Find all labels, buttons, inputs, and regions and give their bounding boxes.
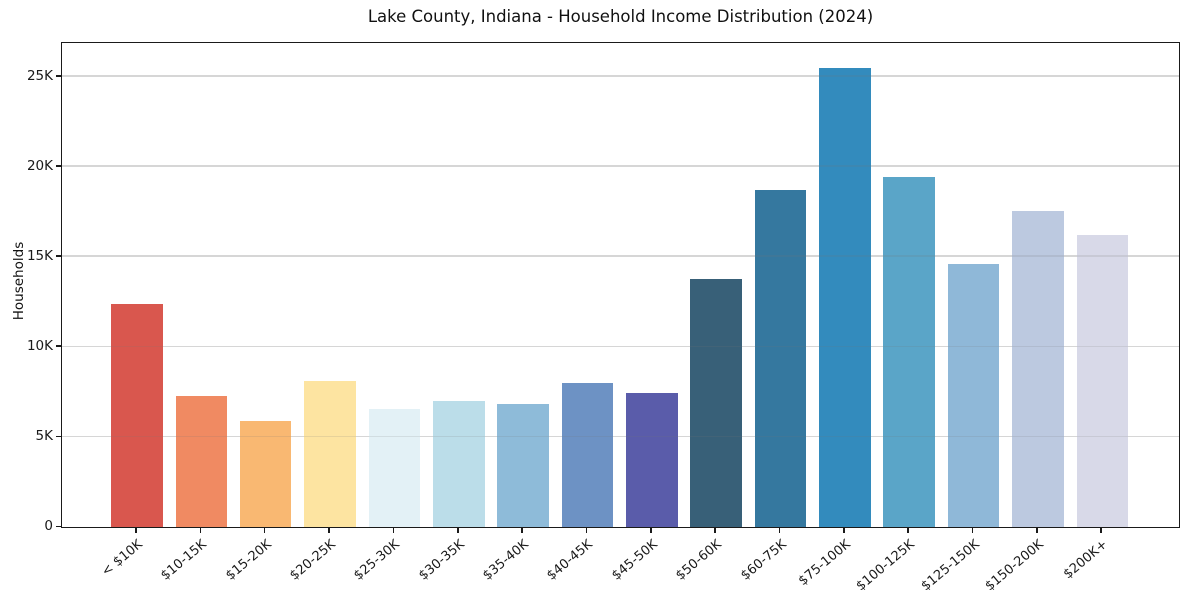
x-tick-mark-$150-200K xyxy=(1036,528,1038,533)
y-tick-label-0: 0 xyxy=(44,518,53,535)
y-tick-label-25K: 25K xyxy=(26,68,53,85)
x-tick-mark-< $10K xyxy=(135,528,137,533)
gridline-25K xyxy=(62,75,1179,77)
x-tick-mark-$200K+ xyxy=(1100,528,1103,533)
bar-$75-100K xyxy=(819,67,871,527)
x-tick-mark-$75-100K xyxy=(843,528,845,533)
bar-$30-35K xyxy=(433,400,485,527)
x-tick-mark-$45-50K xyxy=(650,528,652,533)
gridline-overlay-25K xyxy=(62,75,1179,77)
bar-$50-60K xyxy=(690,279,742,527)
x-tick-mark-$50-60K xyxy=(714,528,716,533)
y-tick-label-15K: 15K xyxy=(26,248,53,265)
gridline-15K xyxy=(62,255,1179,257)
gridline-5K xyxy=(62,435,1179,437)
x-tick-mark-$35-40K xyxy=(521,528,523,533)
bar-$40-45K xyxy=(561,382,614,527)
y-tick-label-20K: 20K xyxy=(26,158,53,175)
x-tick-mark-$60-75K xyxy=(778,528,781,533)
bar-$60-75K xyxy=(754,190,807,527)
x-tick-mark-$30-35K xyxy=(456,528,459,533)
plot-area xyxy=(61,42,1180,528)
bar-$125-150K xyxy=(947,263,1000,527)
bar-$10-15K xyxy=(175,395,228,527)
bar-$100-125K xyxy=(883,176,935,527)
x-tick-mark-$10-15K xyxy=(199,528,202,533)
gridline-overlay-5K xyxy=(62,435,1179,437)
gridline-20K xyxy=(62,165,1179,167)
gridline-overlay-20K xyxy=(62,165,1179,167)
bar-$35-40K xyxy=(497,403,549,527)
x-tick-mark-$20-25K xyxy=(328,528,330,533)
y-tick-label-10K: 10K xyxy=(26,338,53,355)
x-tick-mark-$40-45K xyxy=(585,528,588,533)
y-tick-mark-15K xyxy=(56,255,61,257)
bar-$150-200K xyxy=(1012,210,1064,527)
gridline-overlay-10K xyxy=(62,345,1179,347)
chart-title: Lake County, Indiana - Household Income … xyxy=(367,7,874,26)
y-tick-mark-25K xyxy=(56,75,61,77)
bar-$200K+ xyxy=(1076,235,1128,527)
x-tick-mark-$100-125K xyxy=(907,528,909,533)
bar-$25-30K xyxy=(368,409,421,527)
bar-$20-25K xyxy=(304,381,356,527)
gridline-overlay-15K xyxy=(62,255,1179,257)
x-tick-label-< $10K: < $10K xyxy=(98,537,146,580)
bar-< $10K xyxy=(111,303,163,527)
y-tick-mark-0 xyxy=(56,525,61,528)
x-tick-mark-$15-20K xyxy=(263,528,266,533)
y-axis-label: Households xyxy=(11,241,27,321)
bar-$15-20K xyxy=(239,420,292,527)
y-tick-mark-20K xyxy=(56,165,61,167)
y-tick-mark-10K xyxy=(56,345,61,348)
bar-$45-50K xyxy=(626,392,678,527)
y-tick-label-5K: 5K xyxy=(35,428,53,445)
y-tick-mark-5K xyxy=(56,435,61,438)
x-tick-mark-$25-30K xyxy=(392,528,395,533)
x-tick-mark-$125-150K xyxy=(971,528,974,533)
gridline-10K xyxy=(62,345,1179,347)
